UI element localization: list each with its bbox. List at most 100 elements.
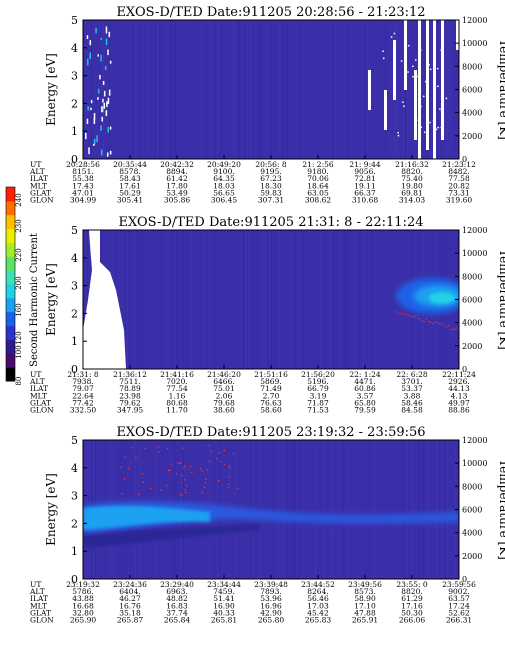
ephemeris-cell: 23:19:32 <box>66 580 100 589</box>
texture-stripe <box>171 20 172 159</box>
ephemeris-cell: 21:31: 8 <box>67 370 99 379</box>
data-speckle <box>100 54 102 62</box>
ephemeris-cell: 5196. <box>307 377 328 386</box>
ephemeris-cell: 49.97 <box>448 398 470 407</box>
ephemeris-cell: 58.43 <box>119 174 141 183</box>
y-right-tick-label: 6000 <box>462 86 482 95</box>
ephemeris-row-label: GLAT <box>30 398 51 407</box>
data-gap-streak <box>414 70 417 140</box>
y-axis-label: Energy [eV] <box>44 263 58 336</box>
texture-stripe <box>407 20 408 159</box>
y-axis-right-label: Temperature [K] <box>497 39 505 140</box>
ephemeris-cell: 7020. <box>166 377 187 386</box>
ephemeris-cell: 80.68 <box>166 398 188 407</box>
ephemeris-cell: 23.98 <box>119 391 141 400</box>
data-speckle <box>93 117 96 124</box>
panel-title: EXOS-D/TED Date:911205 21:31: 8 - 22:11:… <box>119 215 424 230</box>
data-speckle <box>109 126 112 130</box>
data-speckle <box>107 97 110 105</box>
ephemeris-cell: 75.01 <box>213 384 234 393</box>
y-right-tick-label: 2000 <box>462 132 482 141</box>
ephemeris-cell: 6963. <box>166 587 187 596</box>
texture-stripe <box>109 20 110 159</box>
texture-stripe <box>335 20 336 159</box>
texture-stripe <box>129 230 130 369</box>
colorbar-swatch <box>6 339 15 354</box>
data-point <box>434 321 436 323</box>
data-speckle <box>403 105 405 107</box>
y-right-tick-label: 0 <box>462 575 467 584</box>
ephemeris-cell: 8573. <box>354 587 375 596</box>
ephemeris-cell: 308.62 <box>305 196 331 205</box>
texture-stripe <box>171 230 172 369</box>
ephemeris-cell: 23:55: 0 <box>396 580 428 589</box>
ephemeris-cell: 2.70 <box>263 391 280 400</box>
ephemeris-cell: 38.60 <box>213 406 235 415</box>
y-right-tick-label: 6000 <box>462 506 482 515</box>
texture-stripe <box>137 20 138 159</box>
y-right-tick-label: 6000 <box>462 296 482 305</box>
data-point <box>180 482 182 484</box>
data-point <box>423 321 425 323</box>
texture-stripe <box>403 440 404 579</box>
ephemeris-cell: 266.31 <box>446 616 472 625</box>
ephemeris-cell: 16.83 <box>166 601 188 610</box>
texture-stripe <box>215 20 216 159</box>
data-speckle <box>419 49 422 51</box>
data-point <box>421 320 423 322</box>
texture-stripe <box>203 230 204 369</box>
texture-stripe <box>347 230 348 369</box>
ephemeris-cell: 18.64 <box>307 181 329 190</box>
ephemeris-row-label: GLON <box>30 616 54 625</box>
colorbar-swatch <box>6 367 15 382</box>
ephemeris-cell: 72.81 <box>354 174 375 183</box>
data-speckle <box>100 149 103 156</box>
texture-stripe <box>447 440 448 579</box>
texture-stripe <box>345 20 346 159</box>
colorbar-tick-label: 160 <box>15 303 23 316</box>
data-speckle <box>86 35 89 39</box>
ephemeris-cell: 20:42:32 <box>160 160 194 169</box>
ephemeris-cell: 3701. <box>401 377 422 386</box>
ephemeris-cell: 332.50 <box>70 406 96 415</box>
texture-stripe <box>251 20 252 159</box>
data-gap-streak <box>368 70 371 110</box>
data-gap-streak <box>433 20 436 159</box>
ephemeris-cell: 22.64 <box>72 391 94 400</box>
data-gap-streak <box>426 20 429 150</box>
data-speckle <box>108 31 111 38</box>
data-band-dark <box>83 524 260 548</box>
ephemeris-cell: 21: 9:44 <box>349 160 381 169</box>
data-speckle <box>105 38 108 46</box>
data-point <box>436 321 438 324</box>
data-speckle <box>397 132 399 134</box>
texture-stripe <box>359 230 360 369</box>
texture-stripe <box>161 230 162 369</box>
texture-stripe <box>445 20 446 159</box>
data-speckle <box>90 107 92 111</box>
y-tick-label: 3 <box>71 280 78 293</box>
texture-stripe <box>237 20 238 159</box>
ephemeris-cell: 314.03 <box>399 196 425 205</box>
texture-stripe <box>239 20 240 159</box>
texture-stripe <box>245 230 246 369</box>
data-speckle <box>429 68 432 71</box>
data-point <box>454 328 456 330</box>
texture-stripe <box>261 440 262 579</box>
texture-stripe <box>441 440 442 579</box>
texture-stripe <box>375 230 376 369</box>
ephemeris-cell: 11.70 <box>166 406 188 415</box>
ephemeris-cell: 17.43 <box>72 181 94 190</box>
data-speckle <box>105 110 108 117</box>
data-point <box>439 323 441 325</box>
ephemeris-cell: 7511. <box>119 377 140 386</box>
texture-stripe <box>235 20 236 159</box>
texture-stripe <box>429 440 430 579</box>
texture-stripe <box>447 20 448 159</box>
data-point <box>189 466 192 468</box>
ephemeris-cell: 17.10 <box>354 601 376 610</box>
y-tick-label: 4 <box>71 462 78 475</box>
texture-stripe <box>257 230 258 369</box>
texture-stripe <box>295 230 296 369</box>
